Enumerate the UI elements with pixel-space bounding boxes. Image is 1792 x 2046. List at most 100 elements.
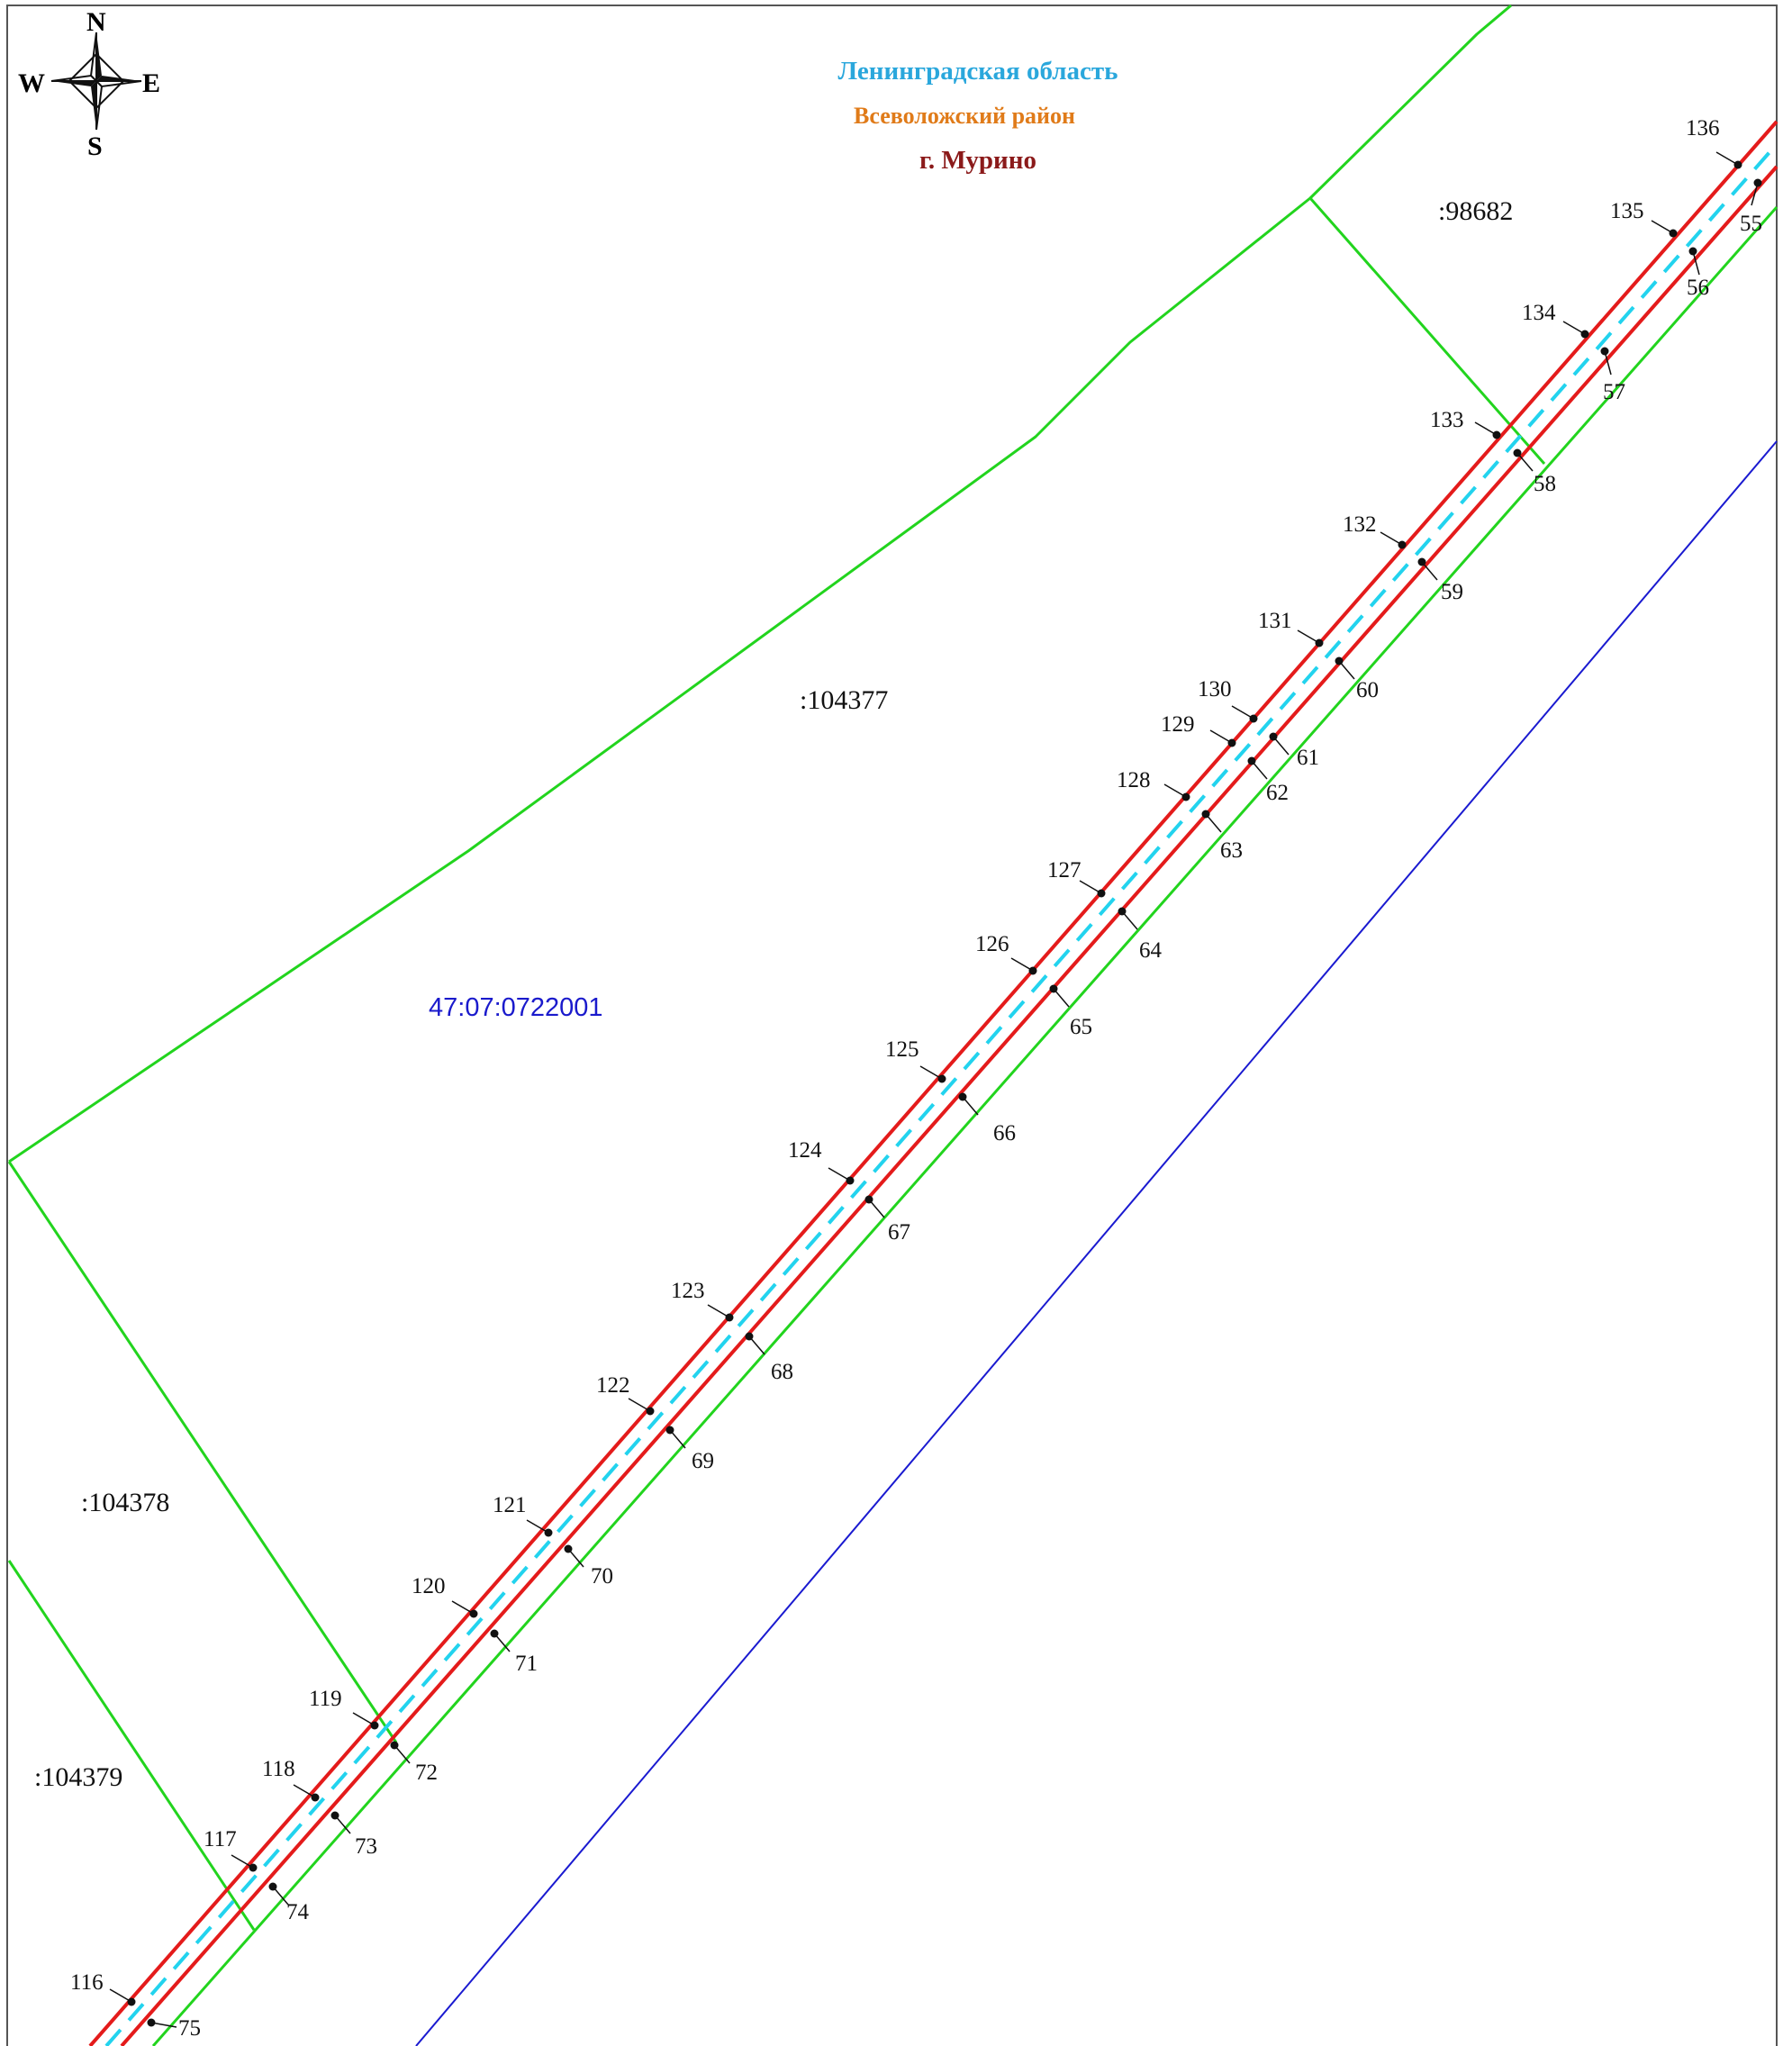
parcel-label-104377: :104377 bbox=[800, 685, 888, 715]
boundary-point: 133 bbox=[1430, 408, 1501, 439]
road-strip-south-boundary bbox=[151, 206, 1778, 2046]
north-edge-points: 116 117 118 119 120 121 bbox=[70, 116, 1742, 2006]
boundary-point: 55 bbox=[1740, 178, 1762, 236]
point-label: 57 bbox=[1603, 380, 1625, 404]
boundary-point: 64 bbox=[1118, 907, 1163, 963]
boundary-point: 70 bbox=[564, 1544, 613, 1589]
point-label: 68 bbox=[771, 1360, 793, 1384]
road-strip bbox=[88, 120, 1778, 2046]
boundary-point: 120 bbox=[412, 1574, 478, 1618]
town-title: г. Мурино bbox=[919, 146, 1036, 175]
parcel-label-104378: :104378 bbox=[81, 1488, 169, 1517]
point-label: 70 bbox=[591, 1564, 613, 1589]
compass-star-icon bbox=[50, 32, 142, 131]
point-label: 73 bbox=[355, 1834, 377, 1859]
compass-west: W bbox=[18, 68, 45, 98]
boundary-point: 131 bbox=[1258, 609, 1324, 647]
point-label: 135 bbox=[1610, 199, 1644, 223]
point-label: 127 bbox=[1047, 858, 1082, 883]
block-boundary bbox=[415, 440, 1778, 2046]
parcel-boundary-104377-divider bbox=[7, 1161, 398, 1743]
road-edge-south bbox=[120, 165, 1778, 2046]
point-label: 65 bbox=[1070, 1015, 1092, 1039]
boundary-point: 119 bbox=[309, 1687, 379, 1730]
boundary-point: 60 bbox=[1335, 656, 1379, 702]
point-label: 128 bbox=[1117, 768, 1151, 792]
boundary-point: 56 bbox=[1687, 247, 1709, 300]
point-label: 125 bbox=[885, 1037, 919, 1062]
point-label: 66 bbox=[993, 1121, 1016, 1145]
point-label: 118 bbox=[262, 1757, 295, 1781]
boundary-point: 128 bbox=[1117, 768, 1190, 801]
region-title: Ленинградская область bbox=[838, 57, 1118, 86]
point-label: 123 bbox=[671, 1279, 705, 1303]
point-label: 60 bbox=[1356, 678, 1379, 702]
boundary-point: 130 bbox=[1198, 677, 1258, 723]
parcel-boundary-98682-divider bbox=[1308, 197, 1546, 465]
point-label: 64 bbox=[1139, 938, 1163, 963]
point-label: 119 bbox=[309, 1687, 342, 1711]
parcel-label-98682: :98682 bbox=[1438, 196, 1513, 226]
point-label: 124 bbox=[788, 1138, 822, 1163]
point-label: 133 bbox=[1430, 408, 1464, 432]
boundary-point: 135 bbox=[1610, 199, 1678, 238]
point-label: 131 bbox=[1258, 609, 1292, 633]
boundary-point: 68 bbox=[745, 1332, 793, 1384]
point-label: 62 bbox=[1266, 781, 1289, 805]
boundary-point: 122 bbox=[596, 1373, 655, 1416]
point-label: 116 bbox=[70, 1970, 104, 1995]
point-label: 74 bbox=[286, 1900, 310, 1924]
boundary-point: 74 bbox=[268, 1882, 310, 1924]
boundary-point: 69 bbox=[665, 1426, 714, 1473]
point-label: 67 bbox=[888, 1220, 910, 1245]
boundary-point: 65 bbox=[1049, 984, 1092, 1039]
parcel-label-104379: :104379 bbox=[34, 1762, 122, 1792]
point-label: 58 bbox=[1534, 472, 1556, 496]
parcel-boundary-outer-north bbox=[8, 4, 1512, 1163]
parcel-boundaries bbox=[7, 4, 1778, 2046]
boundary-point: 72 bbox=[390, 1741, 438, 1785]
compass-rose: N S E W bbox=[18, 7, 160, 161]
boundary-point: 136 bbox=[1686, 116, 1742, 169]
road-edge-north bbox=[88, 120, 1778, 2046]
boundary-point: 132 bbox=[1343, 512, 1407, 549]
point-label: 72 bbox=[415, 1761, 438, 1785]
point-label: 56 bbox=[1687, 276, 1709, 300]
boundary-point: 121 bbox=[493, 1493, 553, 1537]
point-label: 136 bbox=[1686, 116, 1720, 140]
boundary-point: 126 bbox=[975, 932, 1037, 975]
boundary-point: 57 bbox=[1600, 347, 1625, 404]
boundary-point: 73 bbox=[330, 1811, 377, 1859]
road-centerline bbox=[104, 142, 1778, 2046]
boundary-point: 129 bbox=[1161, 712, 1236, 747]
point-label: 129 bbox=[1161, 712, 1195, 737]
boundary-point: 61 bbox=[1269, 732, 1319, 770]
compass-east: E bbox=[142, 68, 160, 98]
boundary-point: 71 bbox=[490, 1629, 538, 1676]
point-label: 122 bbox=[596, 1373, 630, 1398]
point-label: 117 bbox=[204, 1827, 237, 1851]
point-label: 130 bbox=[1198, 677, 1232, 702]
map-frame bbox=[6, 5, 1778, 2046]
boundary-point: 67 bbox=[864, 1195, 910, 1245]
point-label: 71 bbox=[515, 1652, 538, 1676]
point-label: 69 bbox=[692, 1449, 714, 1473]
point-label: 63 bbox=[1220, 838, 1243, 863]
boundary-point: 124 bbox=[788, 1138, 855, 1185]
point-label: 59 bbox=[1441, 580, 1463, 604]
boundary-point: 62 bbox=[1247, 756, 1289, 805]
boundary-point: 127 bbox=[1047, 858, 1106, 898]
boundary-point: 59 bbox=[1417, 557, 1463, 604]
point-label: 61 bbox=[1297, 746, 1319, 770]
point-label: 75 bbox=[178, 2016, 201, 2041]
boundary-point: 117 bbox=[204, 1827, 258, 1872]
boundary-point: 75 bbox=[147, 2016, 201, 2041]
parcel-boundary-104379-divider bbox=[7, 1560, 256, 1931]
south-edge-points: 75 74 73 72 71 70 69 bbox=[147, 178, 1762, 2041]
boundary-point: 118 bbox=[262, 1757, 320, 1802]
boundary-point: 123 bbox=[671, 1279, 734, 1322]
boundary-point: 125 bbox=[885, 1037, 946, 1083]
boundary-point: 63 bbox=[1201, 810, 1243, 863]
boundary-point: 134 bbox=[1522, 301, 1589, 339]
